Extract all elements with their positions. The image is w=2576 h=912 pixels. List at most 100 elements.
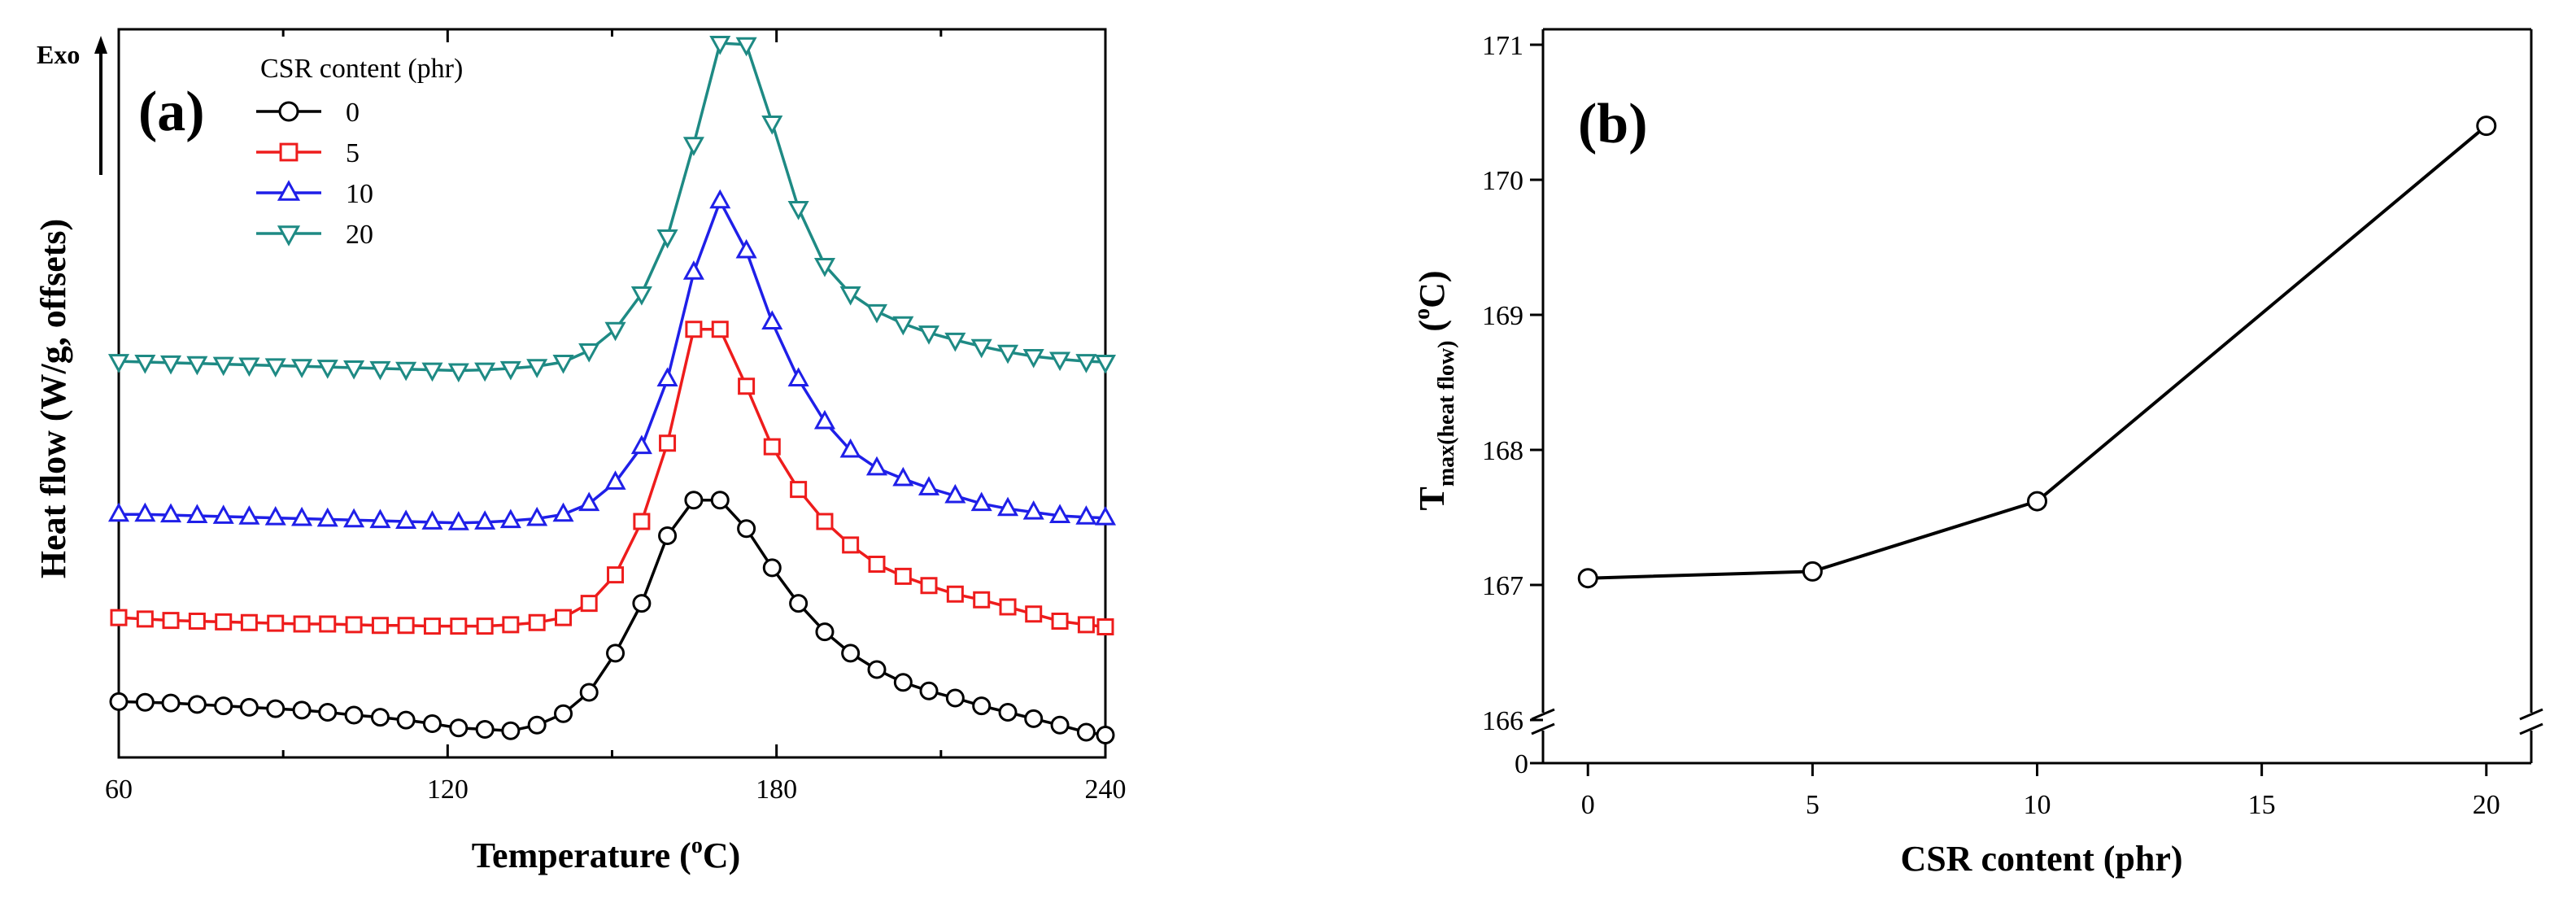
series-10-point — [970, 491, 992, 512]
series-5-point — [188, 613, 206, 630]
series-0-point — [1024, 709, 1044, 728]
series-5-point — [110, 609, 128, 626]
series-20-phr — [107, 36, 1117, 383]
series-20-point — [212, 356, 234, 377]
series-10-point — [761, 310, 783, 329]
series-20-point — [395, 361, 417, 382]
series-10-point — [316, 507, 338, 527]
series-0-point — [841, 644, 861, 663]
series-5-phr — [110, 321, 1114, 635]
series-20-point — [264, 358, 286, 377]
series-0-point — [161, 693, 181, 713]
series-5-point — [790, 481, 808, 499]
series-tmax-point — [2476, 116, 2497, 137]
series-5-point — [711, 321, 729, 338]
series-0-point — [710, 491, 730, 510]
panel-b-y-tick-label: 166 — [1482, 706, 1523, 736]
panel-b-y-tick-label: 168 — [1482, 436, 1523, 466]
series-0-point — [867, 660, 887, 679]
series-10-point — [499, 508, 521, 529]
series-20-point — [787, 201, 809, 220]
series-20-point — [159, 355, 182, 375]
panel-a: 60 120 180 240 (a) Exo CSR content (phr) 0 5… — [33, 28, 1127, 875]
series-20-point — [526, 359, 548, 378]
series-0-point — [214, 696, 233, 716]
panel-a-series — [107, 36, 1117, 744]
series-tmax-line — [1588, 124, 2488, 580]
series-5-point — [1077, 616, 1095, 634]
legend-marker-5 — [279, 142, 299, 162]
axis-break-left — [1531, 708, 1555, 721]
series-0-point — [893, 673, 913, 692]
series-5-point — [842, 536, 860, 554]
series-tmax — [1577, 116, 2497, 589]
panel-b-y-tick-label: 171 — [1482, 31, 1523, 61]
panel-a-legend: CSR content (phr) 0 5 10 20 — [256, 54, 463, 250]
series-20-point — [134, 355, 156, 374]
series-20-point — [421, 362, 443, 382]
series-10-point — [630, 434, 652, 455]
series-10-point — [604, 470, 626, 490]
series-20-point — [918, 325, 940, 345]
series-0-point — [1096, 726, 1115, 744]
series-0-point — [396, 710, 416, 730]
panel-b-x-tick-label: 15 — [2248, 790, 2276, 820]
series-10-point — [682, 260, 704, 280]
series-10-point — [735, 238, 757, 259]
series-20-point — [238, 357, 260, 377]
series-5-point — [894, 567, 912, 585]
series-20-point — [107, 354, 130, 373]
panel-b-y-tick-label: 167 — [1482, 571, 1523, 601]
series-20-point — [997, 344, 1019, 364]
series-5-point — [240, 613, 258, 631]
series-5-point — [162, 612, 180, 630]
series-20-point — [291, 359, 313, 378]
series-20-point — [474, 362, 496, 382]
series-5-point — [1096, 618, 1114, 635]
series-20-point — [865, 303, 888, 324]
series-5-point — [136, 610, 154, 628]
legend-entry-5: 5 — [256, 138, 360, 168]
series-10-point — [212, 504, 234, 524]
series-0-point — [370, 708, 390, 727]
legend-label-5: 5 — [346, 138, 360, 168]
legend-label-20: 20 — [346, 220, 373, 250]
series-20-point — [813, 258, 836, 277]
series-10-point — [474, 510, 496, 530]
series-20-point — [316, 360, 338, 379]
series-0-point — [135, 692, 155, 712]
series-0-point — [815, 622, 835, 642]
series-20-line — [118, 41, 1106, 373]
series-5-point — [267, 614, 285, 632]
series-0-point — [684, 491, 704, 510]
series-10-point — [944, 483, 966, 504]
series-10-point — [107, 502, 130, 522]
panel-a-x-tick-label: 240 — [1085, 775, 1127, 805]
series-0-point — [554, 704, 573, 723]
series-10-point — [892, 466, 914, 487]
legend-title: CSR content (phr) — [260, 54, 463, 84]
series-0-point — [449, 718, 469, 738]
series-0-point — [737, 519, 756, 539]
legend-entry-20: 20 — [256, 220, 373, 250]
legend-marker-10 — [277, 180, 301, 201]
panel-a-x-axis-label: Temperature (oC) — [472, 833, 741, 875]
series-5-point — [580, 595, 598, 613]
series-20-point — [1049, 351, 1071, 372]
exo-label: Exo — [37, 40, 80, 69]
axis-break-right — [2519, 708, 2543, 721]
series-0-point — [658, 526, 678, 545]
series-20-point — [447, 363, 469, 383]
series-10-point — [395, 509, 417, 529]
panel-a-x-tick-label: 120 — [427, 775, 469, 805]
series-5-point — [999, 598, 1017, 616]
panel-a-ticks: 60 120 180 240 — [105, 29, 1127, 805]
series-10-point — [526, 506, 548, 526]
series-5-point — [1051, 613, 1069, 630]
series-20-point — [186, 356, 208, 376]
series-10-phr — [107, 189, 1117, 530]
legend-entry-0: 0 — [256, 98, 360, 128]
series-tmax-point — [2027, 491, 2047, 512]
series-0-point — [239, 697, 259, 717]
series-0-phr — [109, 491, 1115, 744]
